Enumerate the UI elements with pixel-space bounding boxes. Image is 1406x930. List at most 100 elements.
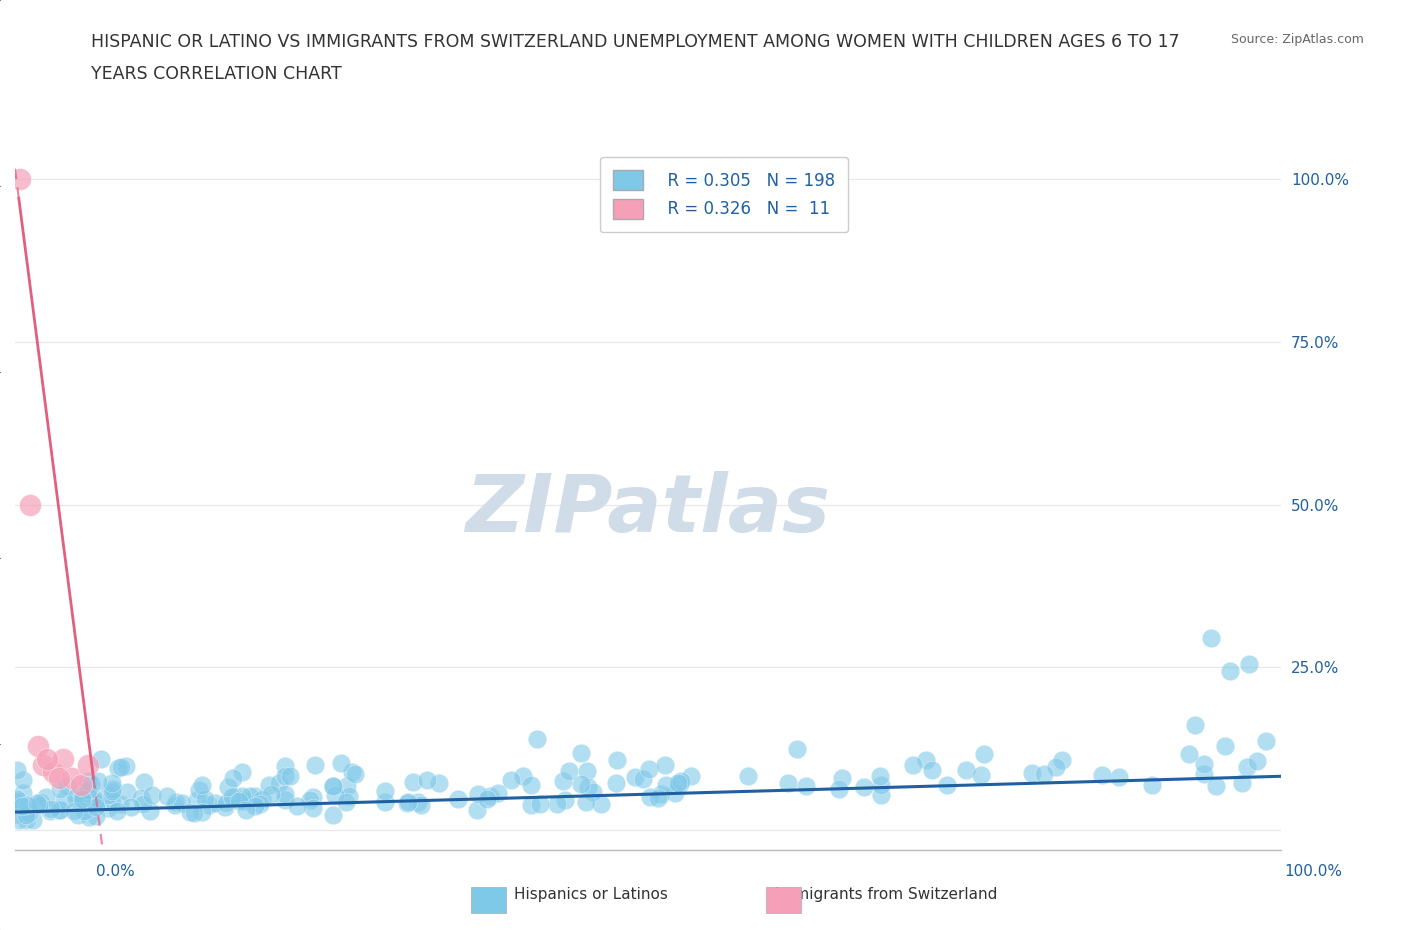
Point [529, 796, 551, 811]
Point [666, 776, 689, 790]
Point [1236, 760, 1258, 775]
Point [299, 793, 322, 808]
Point [11, 786, 34, 801]
Point [17, 805, 39, 820]
Point [501, 772, 523, 787]
Point [1213, 738, 1236, 753]
Point [831, 770, 853, 785]
Point [869, 777, 891, 792]
Point [31, 758, 53, 773]
Point [114, 758, 136, 773]
Point [6, 791, 28, 806]
Point [582, 785, 605, 800]
Point [605, 776, 627, 790]
Point [30, 795, 52, 810]
Point [285, 799, 308, 814]
Point [129, 790, 152, 805]
Legend:   R = 0.305   N = 198,   R = 0.326   N =  11: R = 0.305 N = 198, R = 0.326 N = 11 [600, 156, 848, 232]
Point [39, 802, 62, 817]
Point [554, 793, 576, 808]
Point [77, 810, 100, 825]
Point [970, 767, 993, 782]
Point [35, 790, 58, 804]
Point [8, 793, 31, 808]
Point [49, 803, 72, 817]
Point [467, 787, 489, 802]
Point [66, 789, 89, 804]
Point [204, 795, 226, 810]
Point [1192, 756, 1215, 771]
Point [42, 764, 65, 779]
Point [101, 781, 124, 796]
Point [90, 751, 112, 766]
Point [22, 813, 45, 828]
Point [72, 791, 94, 806]
Point [869, 769, 891, 784]
Point [231, 789, 253, 804]
Point [571, 777, 593, 791]
Point [520, 777, 543, 792]
Point [70, 791, 93, 806]
Point [186, 792, 208, 807]
Point [6, 797, 28, 812]
Point [650, 787, 672, 802]
Point [344, 766, 367, 781]
Point [274, 792, 297, 807]
Point [1184, 718, 1206, 733]
Point [257, 777, 280, 792]
Point [11, 772, 34, 787]
Point [25, 795, 48, 810]
Point [77, 758, 100, 773]
Point [374, 784, 396, 799]
Point [267, 776, 290, 790]
Point [794, 778, 817, 793]
Point [921, 763, 943, 777]
Point [336, 778, 359, 793]
Point [1052, 752, 1074, 767]
Point [406, 795, 429, 810]
Point [87, 774, 110, 789]
Text: ZIPatlas: ZIPatlas [465, 471, 831, 549]
Point [374, 794, 396, 809]
Point [486, 786, 509, 801]
Point [340, 764, 363, 779]
Point [330, 755, 353, 770]
Point [139, 804, 162, 818]
Text: 100.0%: 100.0% [1285, 864, 1343, 879]
Point [84, 808, 107, 823]
Point [8, 171, 31, 186]
Point [737, 768, 759, 783]
Point [97, 788, 120, 803]
Point [654, 758, 676, 773]
Text: HISPANIC OR LATINO VS IMMIGRANTS FROM SWITZERLAND UNEMPLOYMENT AMONG WOMEN WITH : HISPANIC OR LATINO VS IMMIGRANTS FROM SW… [91, 33, 1180, 50]
Text: Hispanics or Latinos: Hispanics or Latinos [513, 887, 668, 902]
Point [217, 779, 239, 794]
Point [183, 806, 205, 821]
Point [35, 751, 58, 766]
Point [197, 797, 219, 812]
Point [11, 799, 34, 814]
Point [402, 774, 425, 789]
Point [69, 777, 91, 792]
Point [215, 796, 238, 811]
Point [1246, 753, 1268, 768]
Point [131, 796, 153, 811]
Point [664, 785, 686, 800]
Point [304, 757, 326, 772]
Point [48, 771, 70, 786]
Point [141, 788, 163, 803]
Point [558, 764, 581, 778]
Point [18, 498, 41, 512]
Point [108, 797, 131, 812]
Point [655, 777, 678, 792]
Point [1219, 663, 1241, 678]
Point [852, 779, 875, 794]
Point [39, 804, 62, 818]
Point [575, 795, 598, 810]
Point [519, 798, 541, 813]
Point [935, 777, 957, 792]
Point [301, 801, 323, 816]
Point [28, 798, 51, 813]
Point [191, 804, 214, 819]
Point [101, 776, 124, 790]
